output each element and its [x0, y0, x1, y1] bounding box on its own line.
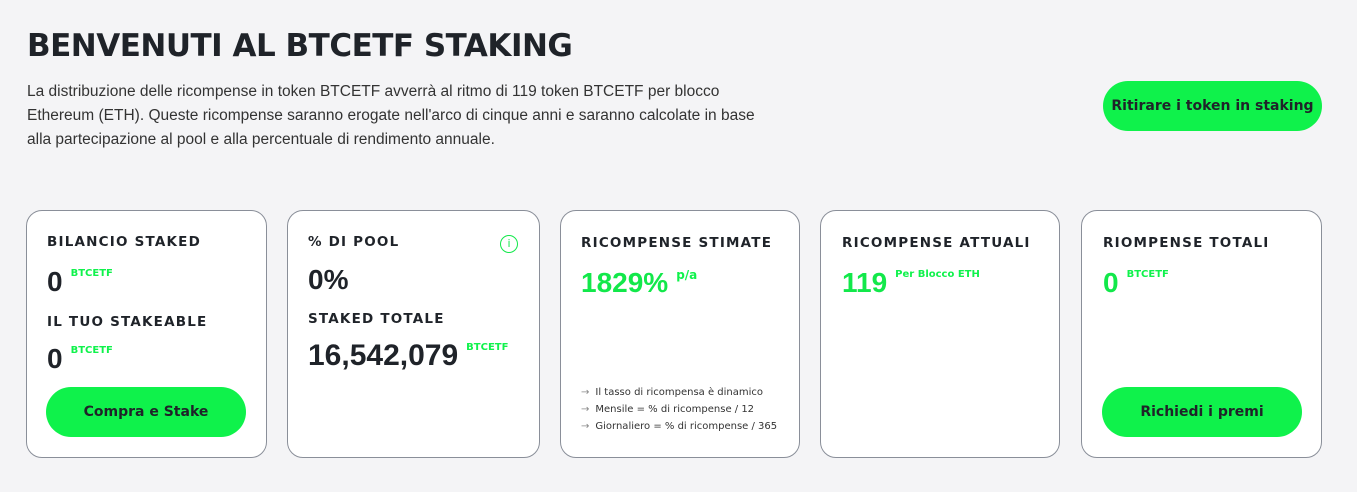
total-staked-row: 16,542,079 BTCETF	[308, 339, 508, 373]
current-rewards-card: RICOMPENSE ATTUALI 119 Per Blocco ETH	[820, 210, 1060, 458]
stakeable-title: IL TUO STAKEABLE	[47, 314, 208, 330]
total-staked-value: 16,542,079	[308, 339, 459, 372]
card-title: RICOMPENSE ATTUALI	[842, 235, 1031, 251]
pool-percent-row: 0%	[308, 263, 348, 297]
page-title: BENVENUTI AL BTCETF STAKING	[27, 28, 573, 64]
arrow-right-icon: →	[581, 421, 590, 432]
total-rewards-card: RIOMPENSE TOTALI 0 BTCETF Richiedi i pre…	[1081, 210, 1322, 458]
estimated-rewards-value: 1829%	[581, 267, 669, 298]
card-title: BILANCIO STAKED	[47, 234, 201, 250]
unit-label: BTCETF	[1126, 269, 1169, 280]
unit-label: BTCETF	[70, 268, 113, 279]
total-staked-title: STAKED TOTALE	[308, 311, 445, 327]
unit-label: BTCETF	[466, 342, 509, 353]
current-rewards-row: 119 Per Blocco ETH	[842, 266, 980, 300]
current-rewards-value: 119	[842, 267, 888, 298]
card-title: % DI POOL	[308, 234, 400, 250]
page-description: La distribuzione delle ricompense in tok…	[27, 83, 755, 148]
card-title: RIOMPENSE TOTALI	[1103, 235, 1270, 251]
pool-percent-value: 0%	[308, 264, 349, 295]
claim-rewards-button[interactable]: Richiedi i premi	[1102, 387, 1302, 437]
total-rewards-row: 0 BTCETF	[1103, 266, 1169, 300]
staked-balance-card: BILANCIO STAKED 0 BTCETF IL TUO STAKEABL…	[26, 210, 267, 458]
note-item: → Il tasso di ricompensa è dinamico	[581, 387, 764, 398]
staked-balance-row: 0 BTCETF	[47, 265, 113, 299]
arrow-right-icon: →	[581, 387, 590, 398]
estimated-rewards-card: RICOMPENSE STIMATE 1829% p/a → Il tasso d…	[560, 210, 800, 458]
arrow-right-icon: →	[581, 404, 590, 415]
total-rewards-value: 0	[1103, 267, 1119, 298]
stakeable-row: 0 BTCETF	[47, 342, 113, 376]
staked-balance-value: 0	[47, 266, 63, 297]
stakeable-value: 0	[47, 343, 63, 374]
info-icon[interactable]: i	[500, 235, 518, 253]
note-item: → Giornaliero = % di ricompense / 365	[581, 421, 778, 432]
pool-card: % DI POOL i 0% STAKED TOTALE 16,542,079 …	[287, 210, 540, 458]
unit-label: BTCETF	[70, 345, 113, 356]
withdraw-staked-button[interactable]: Ritirare i token in staking	[1103, 81, 1322, 131]
buy-and-stake-button[interactable]: Compra e Stake	[46, 387, 246, 437]
card-title: RICOMPENSE STIMATE	[581, 235, 773, 251]
unit-label: Per Blocco ETH	[895, 269, 980, 280]
unit-label: p/a	[676, 268, 698, 282]
estimated-rewards-row: 1829% p/a	[581, 266, 697, 300]
note-item: → Mensile = % di ricompense / 12	[581, 404, 755, 415]
